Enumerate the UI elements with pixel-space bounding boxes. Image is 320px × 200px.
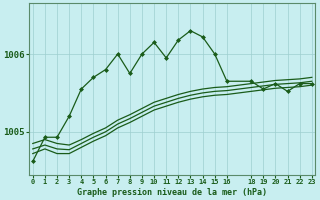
X-axis label: Graphe pression niveau de la mer (hPa): Graphe pression niveau de la mer (hPa)	[77, 188, 267, 197]
